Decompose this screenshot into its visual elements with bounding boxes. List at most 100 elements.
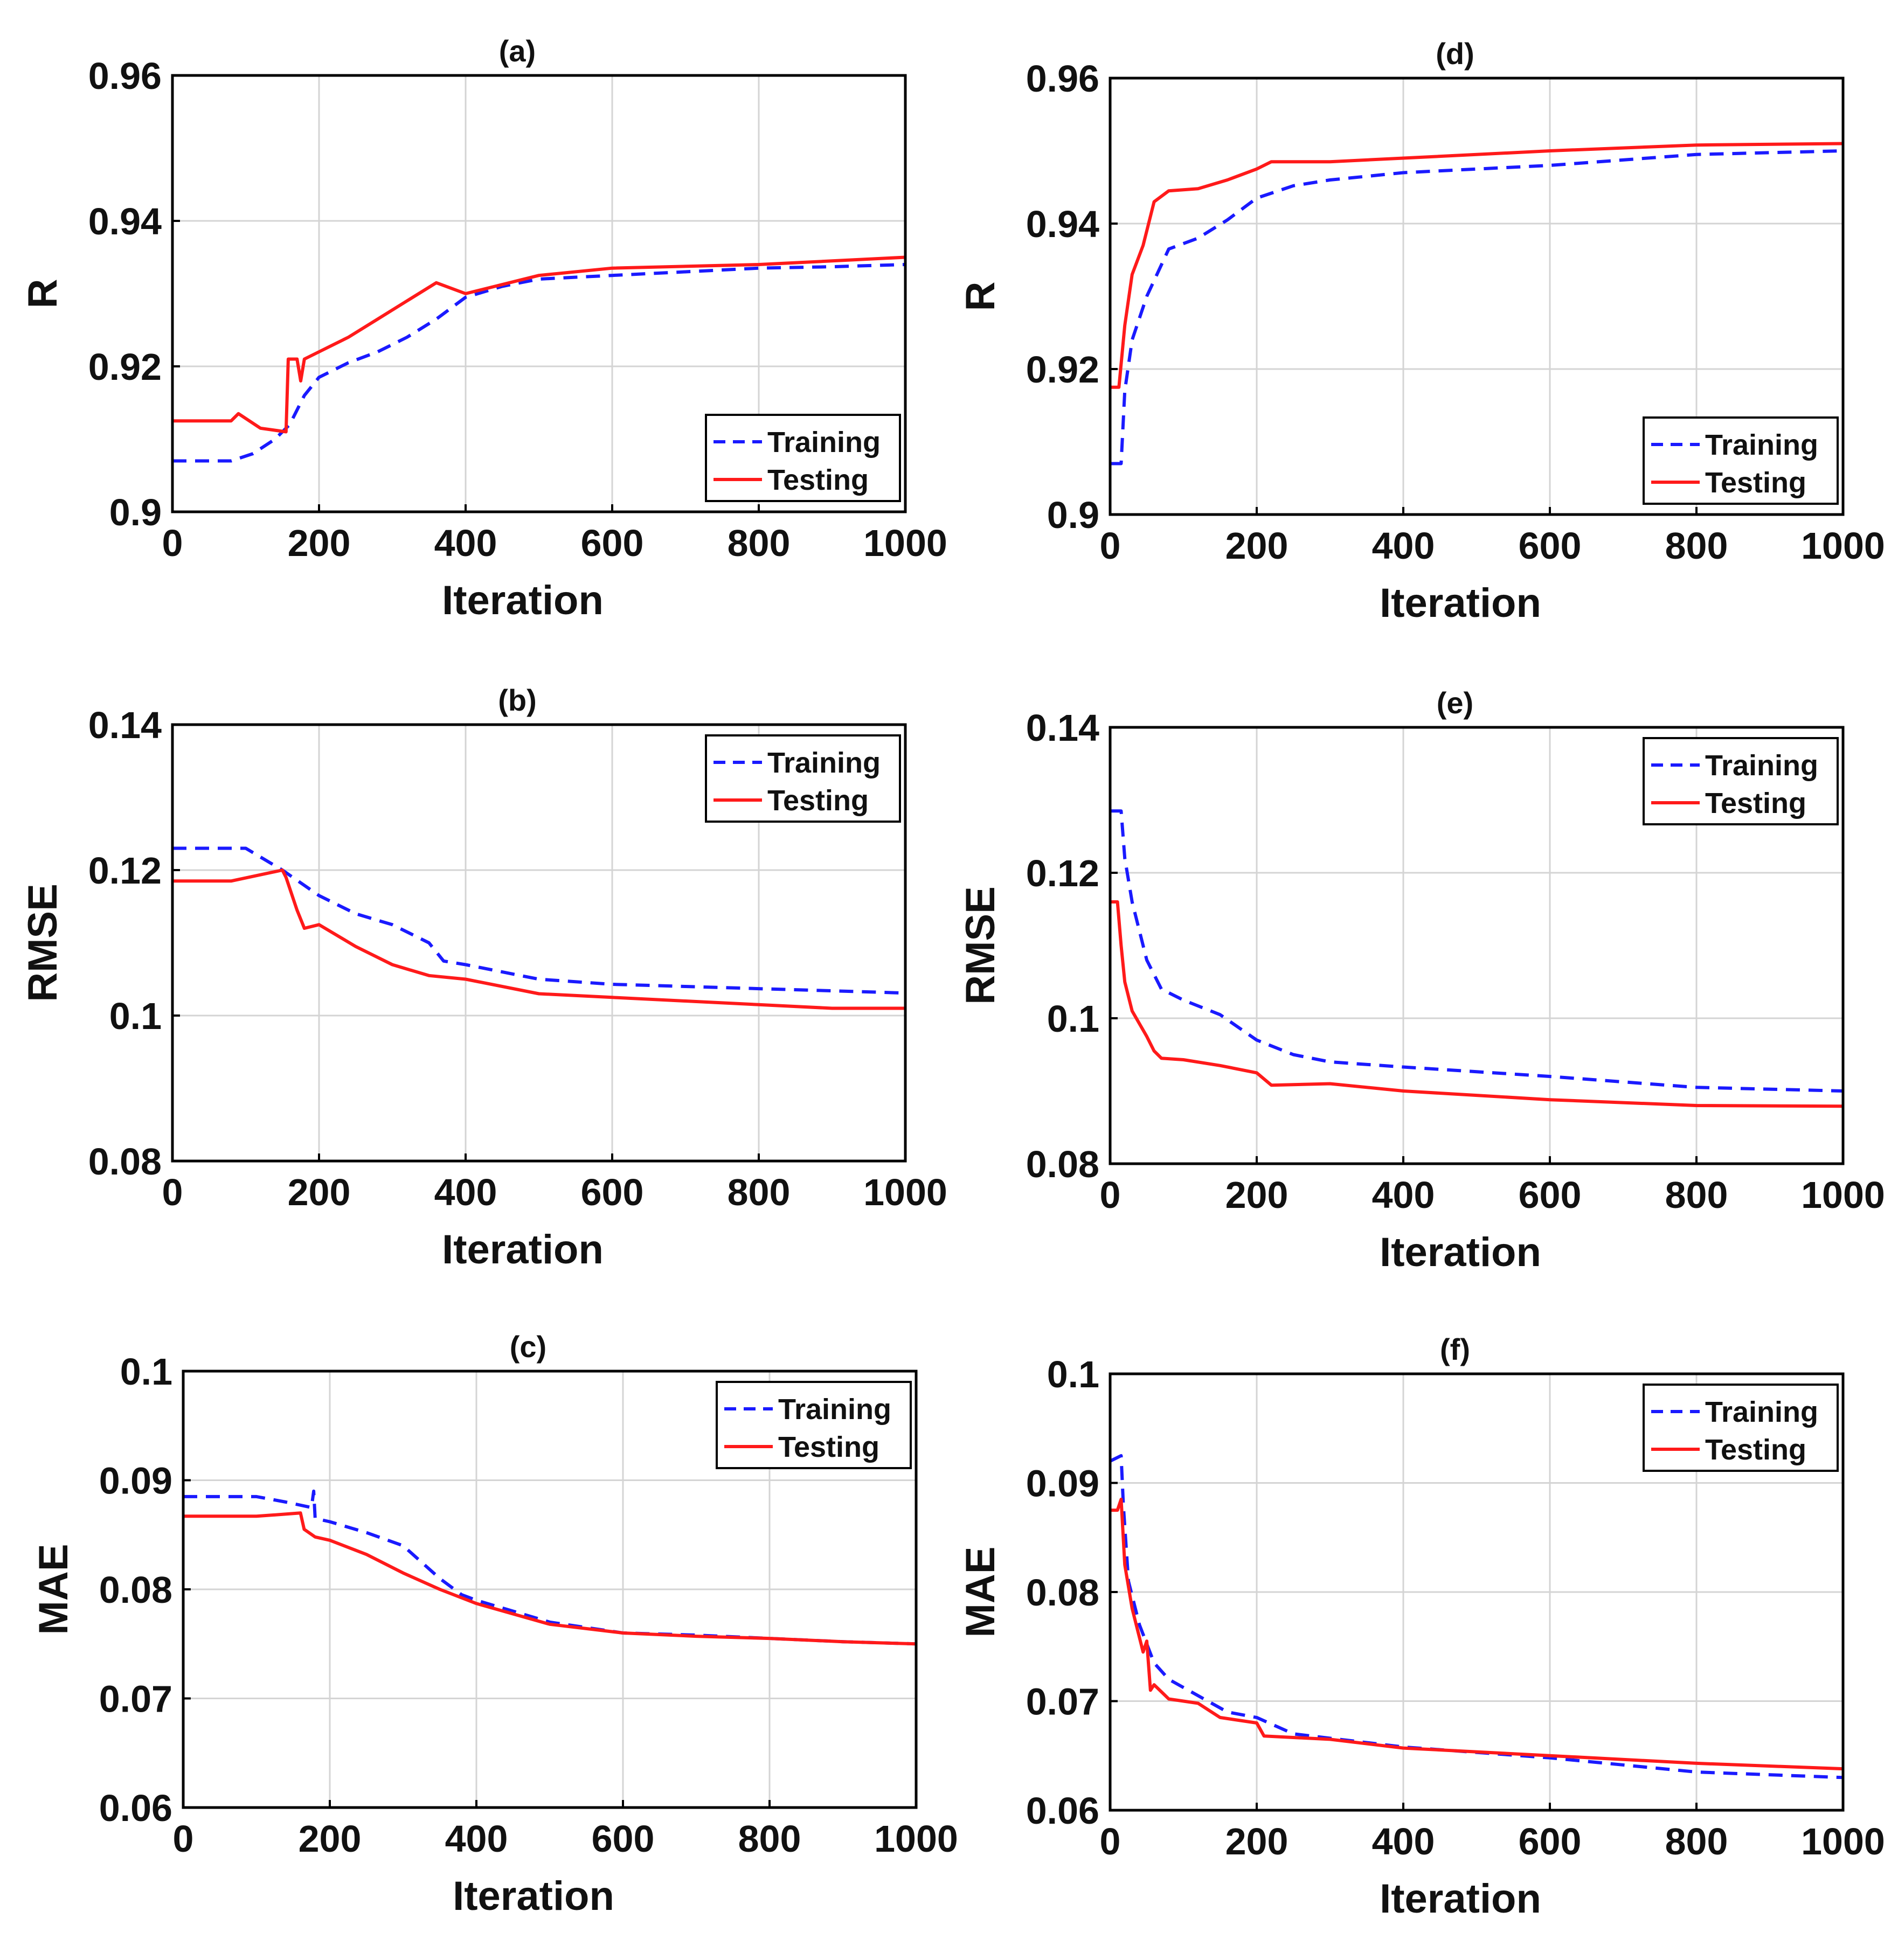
x-tick-label: 600: [1519, 1174, 1582, 1216]
legend: Training Testing: [1643, 416, 1839, 505]
y-tick-label: 0.09: [1026, 1463, 1099, 1505]
legend-training-label: Training: [767, 426, 881, 458]
chart-panel-6: 0 200 400 600 800 1000 0.06 0.07 0.08 0.09 0.1 (f) I…: [958, 1332, 1885, 1922]
x-tick-label: 0: [173, 1818, 194, 1860]
y-tick-label: 0.14: [1026, 707, 1099, 749]
chart-panel-1: 0 200 400 600 800 1000 0.9 0.92 0.94 0.96 (a) Itera…: [20, 34, 947, 623]
y-axis-label: RMSE: [20, 884, 66, 1002]
x-tick-label: 600: [592, 1818, 655, 1860]
x-tick-label: 400: [1372, 1820, 1435, 1862]
legend-training-label: Training: [1705, 749, 1818, 782]
legend-testing-label: Testing: [1705, 787, 1806, 819]
x-tick-label: 0: [1100, 1820, 1121, 1862]
y-tick-label: 0.08: [1026, 1143, 1099, 1185]
legend-training-label: Training: [1705, 1396, 1818, 1428]
legend: Training Testing: [1643, 737, 1839, 825]
y-tick-label: 0.12: [88, 850, 162, 892]
y-axis-label: MAE: [958, 1547, 1003, 1638]
y-tick-label: 0.96: [1026, 58, 1099, 100]
chart-panel-4: 0 200 400 600 800 1000 0.9 0.92 0.94 0.96 (d) Itera…: [958, 37, 1885, 626]
y-axis-label: R: [20, 279, 66, 309]
x-tick-label: 1000: [1801, 525, 1885, 567]
x-axis-label: Iteration: [442, 578, 604, 623]
y-axis-label: RMSE: [958, 886, 1003, 1005]
y-tick-label: 0.08: [88, 1141, 162, 1183]
legend-testing-label: Testing: [778, 1431, 879, 1463]
legend-box: [1643, 416, 1839, 505]
plot-frame: [1109, 726, 1845, 1165]
x-tick-label: 1000: [863, 522, 947, 564]
x-tick-label: 0: [162, 1171, 183, 1213]
x-tick-label: 800: [728, 1171, 791, 1213]
y-tick-label: 0.96: [88, 55, 162, 97]
x-tick-label: 200: [1225, 1174, 1289, 1216]
x-axis-label: Iteration: [1380, 1876, 1541, 1922]
y-tick-label: 0.14: [88, 704, 162, 746]
x-tick-label: 0: [1100, 525, 1121, 567]
x-tick-label: 800: [1665, 525, 1728, 567]
y-tick-label: 0.09: [99, 1460, 172, 1502]
x-tick-label: 800: [1665, 1174, 1728, 1216]
x-axis-label: Iteration: [1380, 1229, 1541, 1275]
panel-title: (e): [1437, 686, 1473, 720]
legend-box: [705, 734, 901, 823]
x-tick-label: 600: [1519, 1820, 1582, 1862]
x-tick-label: 600: [1519, 525, 1582, 567]
testing-series-line: [1110, 900, 1844, 1108]
x-tick-label: 400: [1372, 525, 1435, 567]
legend: Training Testing: [716, 1381, 912, 1469]
panel-title: (c): [510, 1330, 546, 1364]
legend-testing-label: Testing: [767, 464, 869, 496]
y-tick-label: 0.06: [1026, 1790, 1099, 1832]
x-tick-label: 400: [434, 522, 497, 564]
plot-frame: [171, 74, 907, 513]
legend: Training Testing: [705, 734, 901, 823]
testing-series-line: [172, 255, 906, 434]
y-tick-label: 0.07: [1026, 1681, 1099, 1723]
legend-box: [1643, 1384, 1839, 1472]
panel-title: (a): [499, 34, 536, 68]
legend-box: [705, 414, 901, 502]
y-tick-label: 0.08: [99, 1569, 172, 1611]
chart-panel-2: 0 200 400 600 800 1000 0.08 0.1 0.12 0.14 (b) Itera…: [20, 683, 947, 1273]
y-tick-label: 0.08: [1026, 1572, 1099, 1614]
y-axis-label: R: [958, 282, 1003, 311]
y-tick-label: 0.1: [120, 1351, 172, 1393]
legend-training-label: Training: [1705, 429, 1818, 461]
y-tick-label: 0.92: [1026, 349, 1099, 391]
legend-testing-label: Testing: [767, 784, 869, 817]
legend-training-label: Training: [778, 1393, 891, 1426]
x-tick-label: 1000: [1801, 1820, 1885, 1862]
y-tick-label: 0.1: [109, 995, 162, 1037]
legend: Training Testing: [705, 414, 901, 502]
x-tick-label: 600: [581, 1171, 644, 1213]
x-tick-label: 600: [581, 522, 644, 564]
x-tick-label: 1000: [874, 1818, 958, 1860]
x-tick-label: 1000: [863, 1171, 947, 1213]
x-tick-label: 200: [288, 1171, 351, 1213]
plot-frame: [1109, 77, 1845, 516]
x-axis-label: Iteration: [1380, 580, 1541, 626]
y-axis-label: MAE: [31, 1544, 77, 1635]
x-tick-label: 0: [162, 522, 183, 564]
training-series-line: [1109, 1454, 1844, 1780]
training-series-line: [172, 263, 906, 463]
training-series-line: [172, 846, 906, 995]
y-tick-label: 0.07: [99, 1678, 172, 1720]
x-tick-label: 200: [1225, 525, 1289, 567]
y-tick-label: 0.12: [1026, 852, 1099, 894]
chart-panel-3: 0 200 400 600 800 1000 0.06 0.07 0.08 0.09 0.1 (c) I…: [31, 1330, 958, 1919]
x-tick-label: 200: [299, 1818, 362, 1860]
y-tick-label: 0.9: [109, 491, 162, 533]
x-tick-label: 800: [728, 522, 791, 564]
y-tick-label: 0.9: [1047, 494, 1099, 536]
x-axis-label: Iteration: [442, 1227, 604, 1273]
x-tick-label: 800: [1665, 1820, 1728, 1862]
x-tick-label: 200: [1225, 1820, 1289, 1862]
legend-box: [1643, 737, 1839, 825]
testing-series-line: [1110, 142, 1844, 389]
y-tick-label: 0.92: [88, 346, 162, 388]
testing-series-line: [1110, 1497, 1844, 1771]
x-tick-label: 400: [445, 1818, 508, 1860]
